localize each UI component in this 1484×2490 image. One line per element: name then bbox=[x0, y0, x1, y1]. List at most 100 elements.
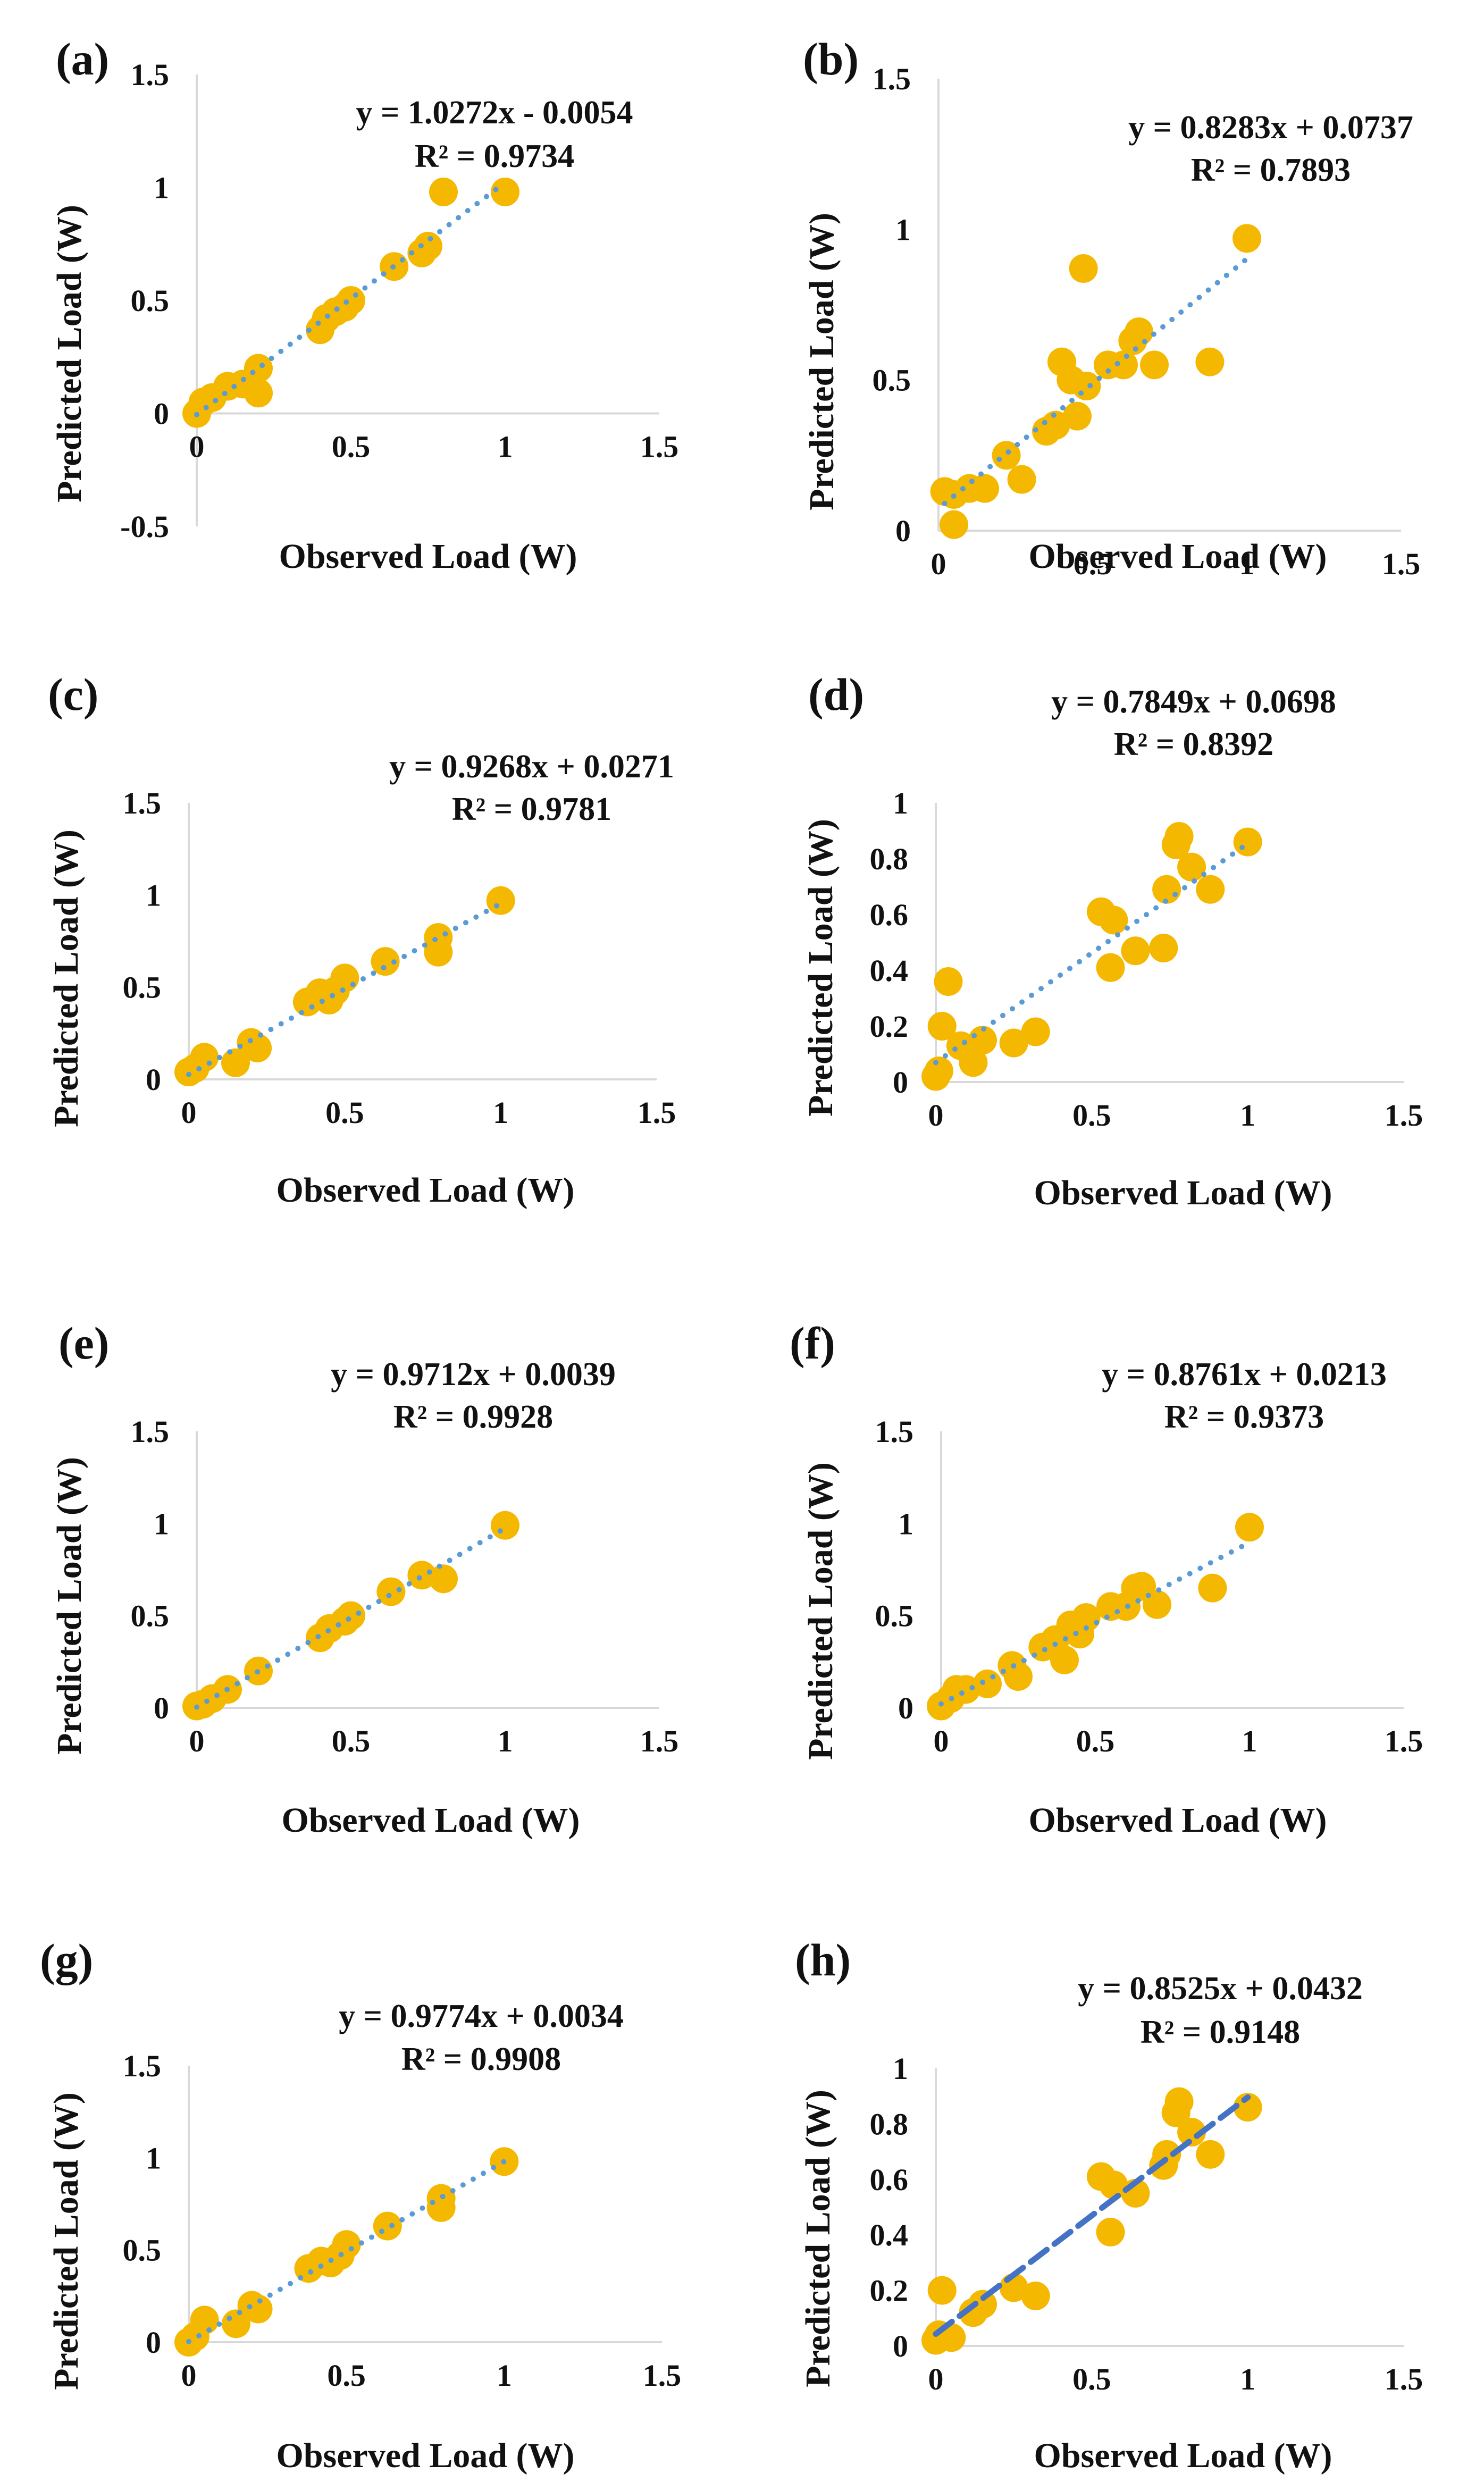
data-point-d bbox=[959, 1048, 988, 1077]
y-tick-label-d: 0.2 bbox=[870, 1009, 909, 1044]
y-tick-label-h: 0.6 bbox=[870, 2162, 909, 2197]
y-tick-label-f: 1.5 bbox=[875, 1414, 914, 1449]
panel-e: (e) y = 0.9712x + 0.0039 R² = 0.9928 Pre… bbox=[50, 1318, 678, 1840]
y-tick-label-b: 1.5 bbox=[873, 62, 911, 96]
panel-c: (c) y = 0.9268x + 0.0271 R² = 0.9781 Pre… bbox=[47, 669, 676, 1210]
r-squared-e: R² = 0.9928 bbox=[393, 1399, 553, 1435]
data-point-b bbox=[1233, 224, 1261, 253]
y-tick-label-h: 0.2 bbox=[870, 2274, 909, 2308]
y-tick-label-h: 0.4 bbox=[870, 2218, 909, 2252]
y-tick-label-h: 0 bbox=[893, 2329, 908, 2363]
trend-equation-c: y = 0.9268x + 0.0271 bbox=[389, 749, 674, 785]
x-tick-label-f: 1.5 bbox=[1385, 1724, 1423, 1758]
trendline-c bbox=[186, 901, 504, 1077]
data-point-b bbox=[1072, 372, 1101, 400]
data-point-d bbox=[924, 1057, 953, 1085]
x-tick-label-c: 1.5 bbox=[638, 1095, 676, 1130]
x-axis-title-g: Observed Load (W) bbox=[276, 2436, 575, 2475]
data-point-b bbox=[1140, 350, 1169, 380]
r-squared-d: R² = 0.8392 bbox=[1114, 726, 1273, 762]
x-tick-label-h: 0 bbox=[928, 2362, 944, 2396]
y-tick-label-f: 1 bbox=[898, 1506, 913, 1541]
data-point-c bbox=[371, 947, 400, 976]
y-axis-title-a: Predicted Load (W) bbox=[50, 205, 89, 502]
data-point-a bbox=[244, 379, 273, 408]
data-point-h bbox=[1021, 2282, 1050, 2311]
data-point-d bbox=[1177, 852, 1206, 882]
data-point-a bbox=[337, 286, 365, 315]
x-tick-label-g: 1.5 bbox=[643, 2358, 682, 2393]
trend-equation-b: y = 0.8283x + 0.0737 bbox=[1128, 110, 1413, 146]
trend-equation-h: y = 0.8525x + 0.0432 bbox=[1078, 1971, 1363, 2007]
data-point-f bbox=[1198, 1573, 1227, 1603]
y-tick-label-g: 1 bbox=[146, 2141, 161, 2175]
data-point-h bbox=[1164, 2087, 1194, 2116]
data-point-h bbox=[927, 2276, 957, 2305]
r-squared-g: R² = 0.9908 bbox=[401, 2041, 561, 2077]
y-tick-label-e: 1 bbox=[154, 1506, 169, 1541]
panel-label-c: (c) bbox=[48, 669, 98, 720]
x-tick-label-b: 1 bbox=[1239, 547, 1255, 581]
y-axis-title-d: Predicted Load (W) bbox=[801, 819, 840, 1117]
data-point-d bbox=[1099, 906, 1128, 935]
y-tick-label-c: 1 bbox=[146, 878, 161, 912]
panel-label-g: (g) bbox=[40, 1934, 93, 1985]
y-axis-title-f: Predicted Load (W) bbox=[801, 1462, 840, 1760]
x-tick-label-b: 1.5 bbox=[1382, 547, 1421, 581]
data-point-g bbox=[332, 2230, 361, 2259]
data-point-d bbox=[1021, 1017, 1050, 1046]
trendline-f bbox=[938, 1539, 1252, 1707]
x-tick-label-g: 1 bbox=[497, 2358, 512, 2393]
data-point-d bbox=[927, 1012, 957, 1041]
data-point-c bbox=[424, 923, 453, 952]
y-tick-label-a: 0.5 bbox=[131, 283, 170, 318]
y-tick-label-c: 0.5 bbox=[123, 970, 162, 1005]
data-point-d bbox=[968, 1026, 997, 1055]
y-tick-label-d: 1 bbox=[893, 786, 908, 820]
y-tick-label-b: 1 bbox=[895, 212, 911, 247]
x-axis-title-d: Observed Load (W) bbox=[1034, 1173, 1332, 1212]
data-point-h bbox=[968, 2290, 997, 2319]
x-tick-label-d: 0 bbox=[928, 1098, 944, 1133]
data-point-e bbox=[376, 1577, 406, 1606]
data-point-c bbox=[486, 886, 515, 915]
data-point-f bbox=[1235, 1513, 1264, 1542]
x-tick-label-a: 1.5 bbox=[640, 430, 679, 464]
x-axis-title-h: Observed Load (W) bbox=[1034, 2436, 1332, 2475]
trend-equation-d: y = 0.7849x + 0.0698 bbox=[1051, 684, 1336, 720]
data-point-h bbox=[1233, 2093, 1262, 2122]
x-tick-label-f: 0 bbox=[934, 1724, 949, 1758]
data-point-b bbox=[992, 441, 1021, 470]
y-tick-label-a: 1.5 bbox=[131, 57, 170, 92]
y-axis-title-c: Predicted Load (W) bbox=[47, 829, 86, 1127]
x-tick-label-d: 1.5 bbox=[1385, 1098, 1423, 1133]
data-point-d bbox=[1196, 875, 1225, 904]
data-point-h bbox=[1099, 2170, 1128, 2200]
x-tick-label-h: 1.5 bbox=[1385, 2362, 1423, 2396]
x-axis-title-c: Observed Load (W) bbox=[276, 1171, 575, 1210]
x-tick-label-h: 1 bbox=[1240, 2362, 1255, 2396]
x-axis-title-a: Observed Load (W) bbox=[279, 537, 577, 576]
x-tick-label-b: 0 bbox=[931, 547, 946, 581]
y-tick-label-e: 0 bbox=[154, 1691, 169, 1725]
data-point-b bbox=[970, 474, 999, 503]
data-point-d bbox=[1164, 822, 1194, 851]
y-tick-label-b: 0.5 bbox=[873, 363, 911, 398]
y-tick-label-c: 0 bbox=[146, 1062, 161, 1097]
data-point-b bbox=[1041, 410, 1070, 440]
data-point-f bbox=[1071, 1603, 1101, 1632]
x-tick-label-e: 0.5 bbox=[332, 1724, 371, 1758]
x-tick-label-a: 1 bbox=[498, 430, 513, 464]
y-axis-title-h: Predicted Load (W) bbox=[799, 2090, 837, 2387]
panel-label-d: (d) bbox=[808, 669, 864, 720]
panel-label-a: (a) bbox=[56, 33, 109, 85]
x-tick-label-c: 0.5 bbox=[325, 1095, 364, 1130]
x-tick-label-e: 1 bbox=[498, 1724, 513, 1758]
data-point-b bbox=[1069, 254, 1098, 283]
trend-equation-a: y = 1.0272x - 0.0054 bbox=[356, 95, 633, 131]
trendline-g bbox=[186, 2158, 507, 2344]
y-tick-label-c: 1.5 bbox=[123, 786, 162, 820]
x-tick-label-a: 0 bbox=[189, 430, 205, 464]
data-point-b bbox=[940, 510, 968, 539]
